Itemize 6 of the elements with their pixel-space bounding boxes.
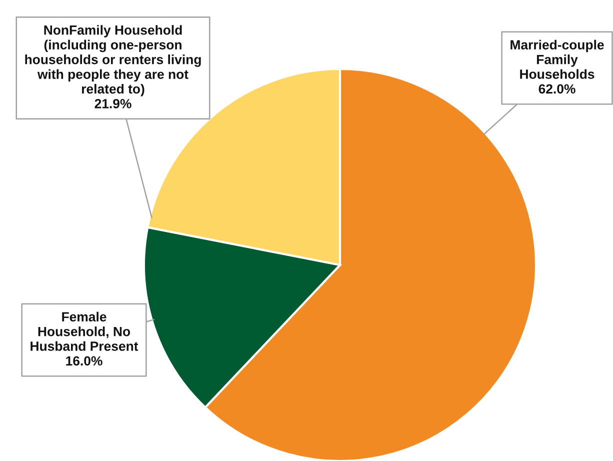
data-label: 62.0%: [538, 84, 576, 94]
slice-label: Married-couple Family Households: [510, 40, 604, 79]
slice-label: NonFamily Household (including one-person households or renters living with people they are not related to): [25, 25, 201, 96]
data-label: 21.9%: [94, 98, 132, 108]
data-label: 16.0%: [66, 356, 102, 366]
slice-label: Female Household, No Husband Present: [30, 312, 138, 351]
